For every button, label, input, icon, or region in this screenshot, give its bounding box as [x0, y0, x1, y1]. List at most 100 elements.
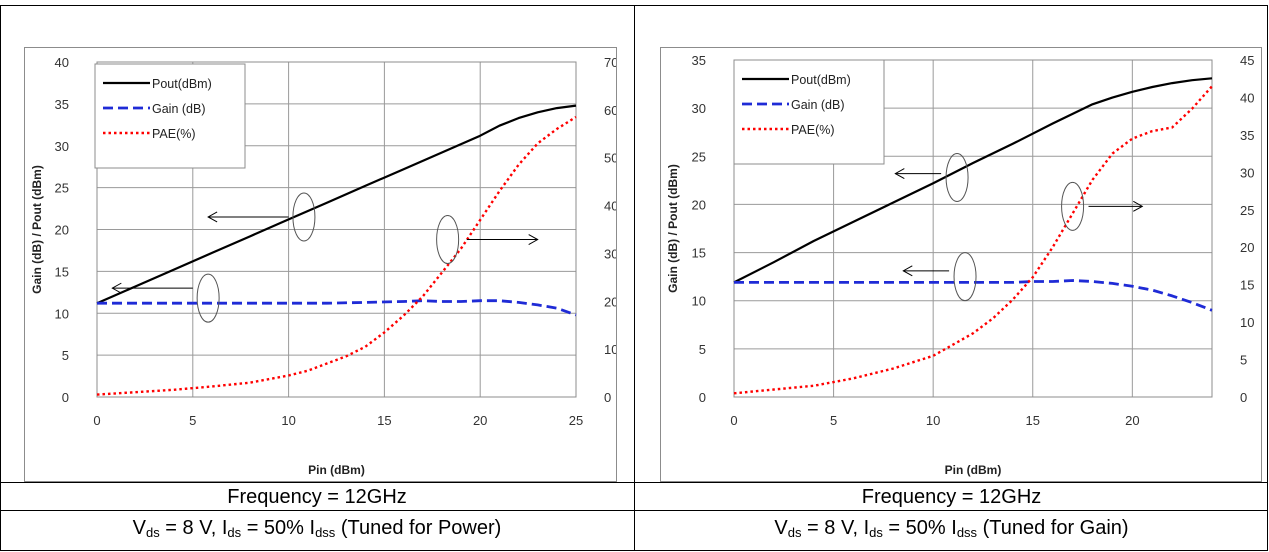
caption-left-i-sub: ds [227, 525, 242, 540]
chart-right: 0 5 10 15 20 25 30 35 0 5 10 15 20 0 5 10 15 20 25 30 35 40 45… [666, 53, 1269, 477]
y2-tick-label: 20 [1240, 240, 1254, 255]
x-tick-label: 0 [730, 413, 737, 428]
legend-label: PAE(%) [152, 127, 196, 141]
y2-tick-label: 20 [604, 294, 616, 309]
series-line [97, 299, 577, 317]
caption-left-frequency: Frequency = 12GHz [227, 486, 407, 508]
x-tick-label: 20 [473, 413, 487, 428]
annotation-ellipse [436, 215, 460, 265]
y2-tick-label: 35 [1240, 128, 1254, 143]
caption-left-v: V [132, 517, 147, 539]
y-tick-label: 5 [62, 348, 69, 363]
y-tick-label: 10 [692, 294, 706, 309]
caption-right-v-text: = 8 V, I [801, 517, 870, 539]
y-tick-label: 15 [692, 246, 706, 261]
y-tick-label: 25 [692, 149, 706, 164]
y-tick-label: 20 [692, 197, 706, 212]
annotation-ellipse [292, 192, 316, 242]
caption-right-conditions: Vds = 8 V, Ids = 50% Idss (Tuned for Gai… [635, 510, 1268, 545]
annotation-ellipse [953, 252, 977, 302]
y2-tick-label: 30 [1240, 165, 1254, 180]
y2-tick-label: 40 [604, 199, 616, 214]
caption-left-v-text: = 8 V, I [159, 517, 228, 539]
x-tick-label: 10 [281, 413, 295, 428]
legend-label: PAE(%) [791, 123, 835, 137]
caption-left: Frequency = 12GHz Vds = 8 V, Ids = 50% I… [0, 484, 634, 545]
y-tick-label: 35 [55, 97, 69, 112]
chart-left: 0 5 10 15 20 25 30 35 40 0 5 10 15 20 25 0 10 20 30 40 50 60 7… [30, 55, 645, 477]
annotation-arrow-head [902, 265, 913, 277]
x-tick-label: 10 [926, 413, 940, 428]
legend-box [733, 59, 885, 165]
legend-box [94, 63, 246, 169]
plot-area-border [96, 61, 577, 398]
x-tick-label: 5 [189, 413, 196, 428]
y-tick-label: 35 [692, 53, 706, 68]
x-tick-label: 5 [830, 413, 837, 428]
caption-right-v: V [774, 517, 788, 539]
y-tick-label: 20 [55, 223, 69, 238]
chart-left-frame: 0 5 10 15 20 25 30 35 40 0 5 10 15 20 25 0 10 20 30 40 50 60 7… [24, 47, 645, 482]
y2-tick-label: 50 [604, 151, 616, 166]
annotation-arrow-head [207, 211, 218, 223]
caption-right-idss-sub: dss [956, 525, 978, 540]
series-line [96, 115, 577, 396]
y-tick-label: 15 [55, 264, 69, 279]
y2-tick-label: 30 [604, 246, 616, 261]
annotation-arrow-head [1133, 200, 1144, 212]
y-tick-label: 30 [55, 139, 69, 154]
caption-right-i-text: = 50% I [882, 517, 957, 539]
row-divider [0, 482, 1268, 483]
x-tick-label: 15 [377, 413, 391, 428]
y2-tick-label: 10 [604, 342, 616, 357]
series-line [733, 85, 1213, 395]
x-axis-label: Pin (dBm) [308, 463, 365, 477]
x-tick-label: 20 [1125, 413, 1139, 428]
chart-right-frame: 0 5 10 15 20 25 30 35 0 5 10 15 20 0 5 10 15 20 25 30 35 40 45… [660, 47, 1269, 482]
caption-left-conditions: Vds = 8 V, Ids = 50% Idss (Tuned for Pow… [0, 510, 634, 545]
legend-label: Gain (dB) [152, 102, 206, 116]
y-tick-label: 0 [62, 390, 69, 405]
annotation-ellipse [945, 152, 969, 202]
y2-tick-label: 0 [1240, 390, 1247, 405]
caption-right-frequency: Frequency = 12GHz [861, 486, 1042, 508]
y-tick-label: 10 [55, 306, 69, 321]
y-axis-label: Gain (dB) / Pout (dBm) [30, 165, 44, 294]
column-divider [634, 5, 635, 551]
caption-right-i-sub: ds [869, 525, 883, 540]
y-tick-label: 40 [55, 55, 69, 70]
caption-left-tail: (Tuned for Power) [335, 517, 502, 539]
y2-tick-label: 70 [604, 55, 616, 70]
caption-left-v-sub: ds [146, 525, 160, 540]
series-line [96, 104, 577, 305]
x-tick-label: 0 [93, 413, 100, 428]
caption-left-idss-sub: dss [315, 525, 336, 540]
y2-tick-label: 45 [1240, 53, 1254, 68]
y2-tick-label: 5 [1240, 353, 1247, 368]
y-tick-label: 0 [699, 390, 706, 405]
plot-area-border [733, 59, 1213, 398]
annotation-arrow-head [111, 282, 122, 294]
caption-right: Frequency = 12GHz Vds = 8 V, Ids = 50% I… [635, 484, 1268, 545]
y2-tick-label: 60 [604, 103, 616, 118]
y2-tick-label: 10 [1240, 315, 1254, 330]
y-axis-label: Gain (dB) / Pout (dBm) [666, 164, 680, 293]
annotation-arrow-head [894, 168, 905, 180]
y2-tick-label: 15 [1240, 278, 1254, 293]
y-tick-label: 30 [692, 101, 706, 116]
annotation-arrow-head [528, 234, 539, 245]
series-line [734, 279, 1213, 312]
y-tick-label: 25 [55, 181, 69, 196]
x-tick-label: 25 [569, 413, 583, 428]
annotation-ellipse [1061, 181, 1085, 231]
series-line [733, 77, 1213, 284]
caption-right-v-sub: ds [787, 525, 802, 540]
legend-label: Pout(dBm) [791, 73, 851, 87]
y2-tick-label: 0 [604, 390, 611, 405]
y2-tick-label: 40 [1240, 90, 1254, 105]
y-tick-label: 5 [699, 342, 706, 357]
caption-left-i-text: = 50% I [241, 517, 316, 539]
caption-right-tail: (Tuned for Gain) [977, 517, 1129, 539]
legend-label: Pout(dBm) [152, 77, 212, 91]
y2-tick-label: 25 [1240, 203, 1254, 218]
